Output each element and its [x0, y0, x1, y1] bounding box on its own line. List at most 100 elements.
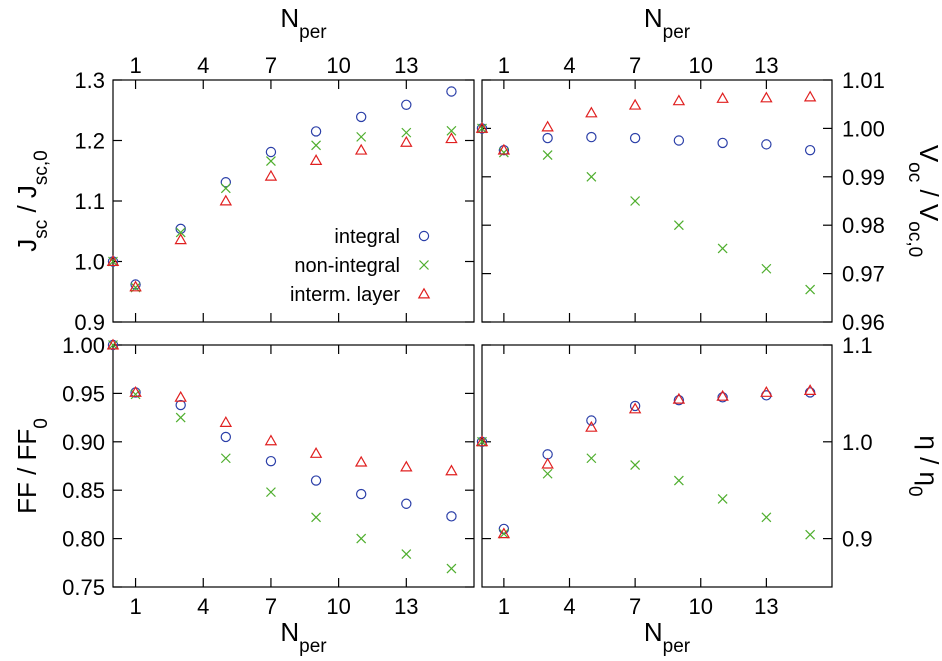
- data-point: [401, 498, 412, 509]
- panel-top-left: 0.9 1.0 1.1 1.2 1.3 1 4 7 10 13 Nper Jsc / Jsc,0 int…: [12, 3, 475, 335]
- x-tick-label: 4: [197, 53, 209, 78]
- legend-marker-stroke-b: [419, 260, 429, 270]
- data-point: [760, 91, 773, 103]
- y-tick-label: 1.01: [842, 68, 885, 93]
- data-point: [716, 389, 729, 401]
- data-point: [354, 455, 368, 467]
- x-tick-label: 7: [629, 53, 641, 78]
- data-point: [309, 154, 323, 165]
- data-point-stroke-b: [356, 533, 367, 544]
- y-tick-label: 0.98: [842, 213, 885, 238]
- data-point: [401, 99, 412, 111]
- data-point: [400, 460, 413, 472]
- y-tick-label: 1.1: [842, 333, 873, 358]
- series-non-integral: [477, 436, 816, 540]
- data-point: [220, 453, 231, 464]
- panels: 0.9 1.0 1.1 1.2 1.3 1 4 7 10 13 Nper Jsc / Jsc,0 int…: [12, 3, 942, 657]
- data-point: [310, 475, 322, 486]
- data-point-stroke-b: [446, 125, 457, 136]
- data-point: [175, 412, 186, 423]
- x-tick-label: 7: [265, 594, 277, 619]
- plot-frame: [481, 344, 833, 588]
- data-point: [220, 177, 232, 188]
- data-point: [628, 402, 642, 414]
- data-point: [760, 386, 773, 397]
- y-axis-label: Jsc / Jsc,0: [12, 150, 52, 252]
- data-point: [175, 227, 186, 238]
- plot-frame: [112, 344, 475, 588]
- data-point-stroke-b: [498, 528, 509, 539]
- data-point: [805, 284, 816, 295]
- data-point: [804, 387, 816, 398]
- series-interm-layer: [475, 384, 817, 539]
- data-point: [673, 394, 685, 406]
- y-tick-label: 0.95: [62, 381, 105, 406]
- data-point: [310, 126, 322, 137]
- data-point: [497, 143, 511, 155]
- series-integral: [476, 123, 816, 156]
- data-point: [477, 436, 487, 447]
- data-point: [717, 493, 728, 504]
- data-point-stroke-b: [477, 123, 487, 134]
- data-point: [761, 139, 772, 150]
- data-point: [805, 529, 816, 540]
- data-point: [477, 123, 487, 134]
- y-tick-label: 0.90: [62, 430, 105, 455]
- panel-bottom-left: 0.75 0.80 0.85 0.90 0.95 1.00 1 4 7 10 13 Nper FF / …: [12, 333, 475, 657]
- x-tick-label: 1: [129, 594, 141, 619]
- data-point: [717, 243, 728, 254]
- data-point: [475, 435, 489, 447]
- y-tick-label: 0.97: [842, 262, 885, 287]
- data-point: [673, 475, 684, 486]
- data-point: [803, 90, 817, 102]
- y-tick-label: 0.9: [842, 527, 873, 552]
- data-point: [108, 256, 118, 267]
- data-point: [586, 131, 597, 143]
- data-point: [108, 340, 118, 350]
- y-tick-label: 0.85: [62, 478, 105, 503]
- data-point-stroke-b: [266, 156, 276, 166]
- data-point: [673, 135, 685, 146]
- data-point-stroke-b: [805, 284, 816, 295]
- data-point-stroke-b: [805, 529, 816, 540]
- x-tick-label: 1: [129, 53, 141, 78]
- data-point: [355, 111, 367, 123]
- data-point-stroke-b: [717, 493, 728, 504]
- series-non-integral: [477, 123, 816, 295]
- y-tick-label: 1.0: [842, 430, 873, 455]
- y-tick-label: 0.96: [842, 310, 885, 335]
- data-point: [542, 132, 553, 144]
- data-point: [446, 125, 457, 136]
- y-tick-label: 0.99: [842, 165, 885, 190]
- data-point: [354, 143, 368, 155]
- data-point: [401, 127, 412, 138]
- y-axis-label: Voc / Voc,0: [905, 145, 942, 257]
- series-non-integral: [108, 125, 457, 293]
- legend-label: non-integral: [294, 255, 400, 277]
- data-point: [803, 384, 817, 395]
- data-point: [542, 449, 553, 460]
- data-point: [220, 431, 232, 443]
- data-point: [497, 527, 511, 539]
- data-point-stroke-b: [477, 436, 487, 447]
- data-point: [175, 399, 186, 411]
- data-point-stroke-b: [220, 183, 231, 194]
- y-axis-label: η / η0: [905, 435, 942, 496]
- data-point: [356, 533, 367, 544]
- panel-bottom-right: 0.9 1.0 1.1 1 4 7 10 13 Nper η / η0: [475, 333, 942, 657]
- series-interm-layer: [475, 90, 817, 155]
- data-point: [446, 511, 457, 522]
- x-axis-label: Nper: [644, 617, 691, 657]
- x-tick-label: 13: [754, 53, 778, 78]
- data-point: [585, 420, 598, 432]
- panel-top-right: 0.96 0.97 0.98 0.99 1.00 1.01 1 4 7 10 13 Nper Voc /…: [475, 3, 942, 335]
- x-tick-label: 10: [689, 53, 713, 78]
- data-point: [266, 487, 276, 498]
- data-point-stroke-b: [175, 412, 186, 423]
- data-point-stroke-b: [761, 263, 772, 274]
- data-point: [265, 146, 277, 158]
- y-tick-label: 0.80: [62, 527, 105, 552]
- y-axis-label: FF / FF0: [12, 418, 52, 514]
- x-tick-label: 10: [326, 53, 350, 78]
- data-point: [586, 453, 597, 464]
